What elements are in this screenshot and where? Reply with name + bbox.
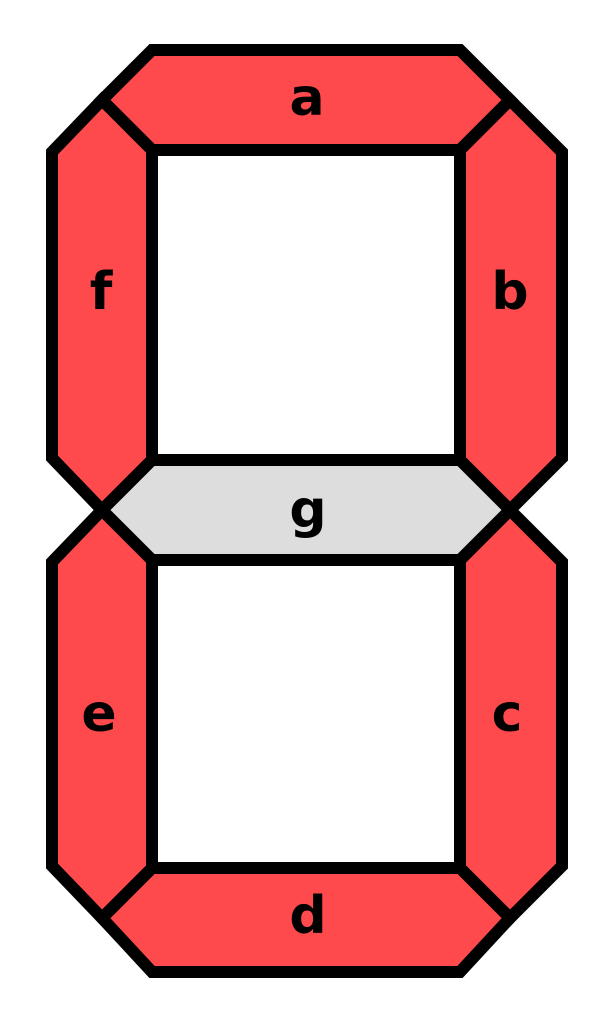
segment-f-label: f — [90, 262, 114, 322]
segment-a-label: a — [289, 68, 324, 128]
segment-c-label: c — [492, 684, 523, 744]
segment-b-label: b — [491, 262, 528, 322]
segment-e-label: e — [81, 684, 116, 744]
segment-g-label: g — [289, 480, 326, 540]
segment-g — [93, 454, 519, 566]
segment-d-label: d — [289, 886, 326, 946]
